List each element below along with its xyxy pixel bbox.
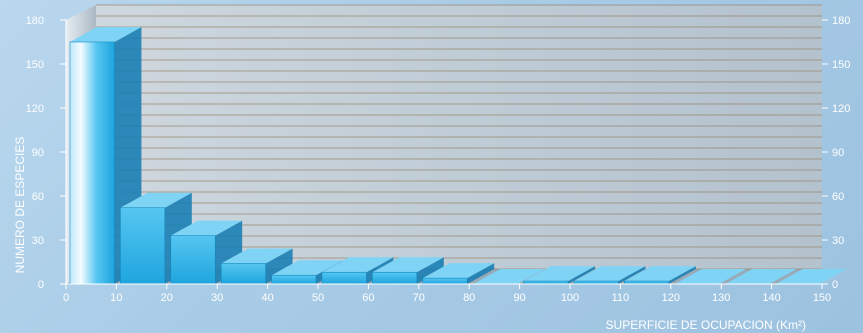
x-tick-label: 60 <box>362 292 374 304</box>
x-tick-label: 140 <box>762 292 780 304</box>
x-tick-label: 40 <box>261 292 273 304</box>
bar-group <box>473 269 545 284</box>
y-tick-label-right: 180 <box>832 15 850 27</box>
y-axis-title: NUMERO DE ESPECIES <box>13 137 27 274</box>
axes: 0 0 30 30 60 60 90 90 120 120 150 150 180 180 0 10 20 30 4… <box>26 15 851 304</box>
y-tick-label: 180 <box>26 15 44 27</box>
bar-top <box>422 263 495 279</box>
bar <box>372 271 418 285</box>
bar <box>69 41 115 285</box>
x-tick-label: 130 <box>712 292 730 304</box>
bar <box>220 263 266 285</box>
bar-top <box>523 266 595 282</box>
bars <box>69 27 847 285</box>
bar <box>321 271 367 285</box>
bar <box>120 207 166 285</box>
bar-group <box>573 266 646 285</box>
bar-top <box>624 266 696 282</box>
x-tick-label: 50 <box>312 292 324 304</box>
y-tick-label-right: 120 <box>832 103 850 115</box>
bar-top <box>725 269 797 284</box>
bar-side <box>568 266 595 284</box>
bar <box>271 274 317 285</box>
bar-group <box>674 269 747 284</box>
bar-side <box>416 257 444 284</box>
y-tick-label: 0 <box>38 279 44 291</box>
y-tick-label-right: 150 <box>832 59 850 71</box>
x-tick-label: 80 <box>463 292 475 304</box>
bar-top <box>473 269 545 284</box>
bar-top <box>775 269 847 284</box>
bar-top <box>221 248 293 264</box>
bar-side <box>668 266 696 284</box>
bar-top <box>271 260 343 276</box>
x-tick-label: 0 <box>63 292 69 304</box>
bar-top <box>120 192 192 208</box>
bar-group <box>775 269 847 284</box>
y-tick-label: 90 <box>32 147 44 159</box>
x-tick-label: 120 <box>662 292 680 304</box>
y-tick-label: 30 <box>32 235 44 247</box>
x-tick-label: 110 <box>612 292 630 304</box>
y-tick-label: 60 <box>32 191 44 203</box>
y-tick-label-right: 90 <box>832 147 844 159</box>
bar-top <box>70 27 142 42</box>
y-tick-label: 150 <box>26 59 44 71</box>
x-tick-label: 70 <box>413 292 425 304</box>
bar-top <box>372 257 444 273</box>
x-tick-label: 20 <box>161 292 173 304</box>
bar-group <box>422 263 495 285</box>
bar-group <box>725 269 797 284</box>
bar-top <box>322 257 394 273</box>
x-tick-label: 90 <box>513 292 525 304</box>
y-tick-label: 120 <box>26 103 44 115</box>
y-tick-label-right: 0 <box>832 279 838 291</box>
bar-top <box>574 266 646 282</box>
y-tick-label-right: 30 <box>832 235 844 247</box>
bar-top <box>170 220 243 236</box>
y-tick-label-right: 60 <box>832 191 844 203</box>
bar <box>422 277 468 285</box>
bar <box>170 235 216 285</box>
x-tick-label: 30 <box>211 292 223 304</box>
bar-top <box>674 269 747 284</box>
bar-group <box>624 266 696 285</box>
x-tick-label: 10 <box>110 292 122 304</box>
bar-side <box>467 263 495 284</box>
x-tick-label: 150 <box>813 292 831 304</box>
x-tick-label: 100 <box>561 292 579 304</box>
x-axis-title: SUPERFICIE DE OCUPACION (Km²) <box>606 318 806 332</box>
bar-side <box>618 266 646 284</box>
bar-group <box>523 266 595 285</box>
